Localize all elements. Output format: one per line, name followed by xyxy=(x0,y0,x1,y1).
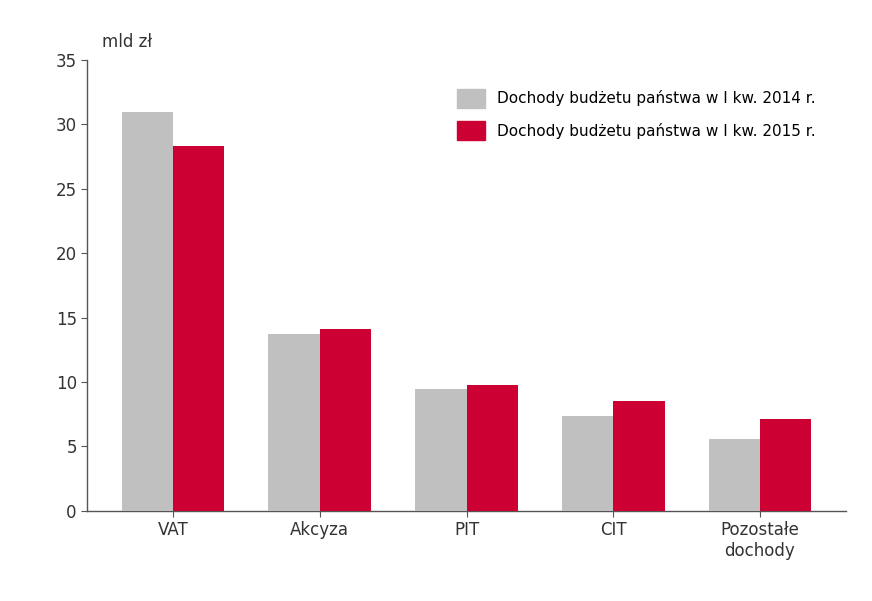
Bar xyxy=(709,439,760,511)
Bar xyxy=(269,334,320,511)
Bar xyxy=(613,401,664,511)
Bar xyxy=(122,112,173,511)
Bar xyxy=(320,329,371,511)
Bar xyxy=(415,388,467,511)
Legend: Dochody budżetu państwa w I kw. 2014 r., Dochody budżetu państwa w I kw. 2015 r.: Dochody budżetu państwa w I kw. 2014 r.,… xyxy=(449,81,823,148)
Bar xyxy=(562,415,613,511)
Bar xyxy=(760,419,811,511)
Bar xyxy=(173,147,224,511)
Text: mld zł: mld zł xyxy=(102,33,153,51)
Bar xyxy=(467,385,518,511)
